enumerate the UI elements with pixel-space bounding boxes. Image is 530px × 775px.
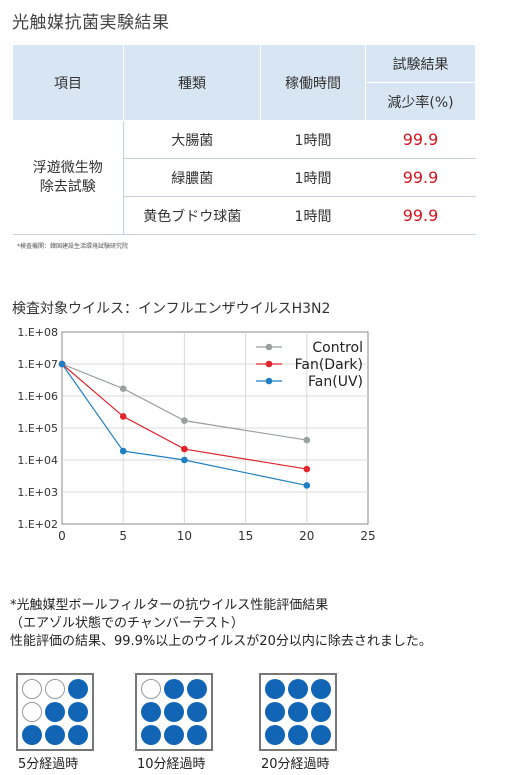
panel-label: 5分経過時 (18, 757, 79, 772)
empty-dot (141, 679, 161, 699)
dot-grid (259, 673, 337, 751)
panel-label: 10分経過時 (137, 757, 206, 772)
data-point (181, 445, 188, 453)
filled-dot (187, 702, 207, 722)
data-point (303, 482, 311, 489)
data-point (119, 385, 127, 392)
row-time: 1時間 (260, 120, 366, 159)
dot-grid (135, 673, 213, 751)
y-tick-label: 1.E+04 (17, 454, 58, 467)
filled-dot (288, 725, 308, 745)
legend-marker (265, 360, 273, 368)
filled-dot (141, 725, 161, 745)
x-tick-label: 10 (177, 529, 192, 543)
results-table: 項目 種類 稼働時間 試験結果 減少率(%) 浮遊微生物 除去試験 大腸菌 1時… (12, 44, 476, 235)
footer-line3: 性能評価の結果、99.9%以上のウイルスが20分以内に除去されました。 (10, 634, 432, 649)
row-label: 浮遊微生物 除去試験 (12, 120, 124, 235)
row-type: 大腸菌 (123, 120, 261, 159)
y-tick-label: 1.E+03 (17, 486, 58, 499)
y-tick-label: 1.E+02 (17, 518, 58, 531)
header-result: 試験結果 (365, 44, 476, 83)
page-heading: 光触媒抗菌実験結果 (12, 13, 170, 33)
filled-dot (45, 725, 65, 745)
series-line (61, 363, 307, 441)
data-point (181, 456, 188, 464)
x-tick-label: 15 (238, 529, 253, 543)
legend-label: Fan(UV) (308, 374, 363, 390)
filled-dot (68, 679, 88, 699)
x-tick-label: 0 (58, 529, 66, 543)
filled-dot (288, 702, 308, 722)
filled-dot (164, 702, 184, 722)
legend-marker (265, 377, 273, 385)
y-tick-label: 1.E+08 (17, 326, 58, 339)
footer-line2: （エアゾル状態でのチャンバーテスト） (10, 616, 244, 631)
row-value: 99.9 (365, 196, 476, 235)
row-type: 黄色ブドウ球菌 (123, 196, 261, 235)
filled-dot (68, 725, 88, 745)
y-tick-label: 1.E+07 (17, 358, 58, 371)
filled-dot (68, 702, 88, 722)
filled-dot (265, 679, 285, 699)
empty-dot (22, 679, 42, 699)
filled-dot (311, 725, 331, 745)
dot-grid (16, 673, 94, 751)
legend-marker (265, 343, 273, 351)
data-point (119, 447, 127, 455)
series-line (61, 363, 307, 487)
filled-dot (164, 725, 184, 745)
row-label-line2: 除去試験 (39, 178, 96, 195)
filled-dot (311, 679, 331, 699)
header-time: 稼働時間 (260, 44, 366, 121)
empty-dot (22, 702, 42, 722)
y-tick-label: 1.E+05 (17, 422, 58, 435)
data-point (181, 417, 188, 424)
footer-line1: *光触媒型ボールフィルターの抗ウイルス性能評価結果 (10, 598, 329, 613)
y-tick-label: 1.E+06 (17, 390, 58, 403)
filled-dot (22, 725, 42, 745)
filled-dot (187, 725, 207, 745)
data-point (58, 360, 66, 368)
legend-label: Fan(Dark) (295, 357, 363, 373)
x-tick-label: 20 (299, 529, 314, 543)
row-type: 緑膿菌 (123, 158, 261, 197)
x-tick-label: 25 (360, 529, 375, 543)
empty-dot (45, 679, 65, 699)
legend-label: Control (312, 340, 363, 356)
row-value: 99.9 (365, 120, 476, 159)
data-point (303, 465, 311, 473)
header-result-sub: 減少率(%) (365, 82, 476, 121)
test-institute-note: *検査機関：韓国建設生活環境試験研究院 (17, 243, 129, 250)
x-tick-label: 5 (119, 529, 127, 543)
virus-reduction-chart: 1.E+08 1.E+07 1.E+06 1.E+05 1.E+04 1.E+03 1.E+… (17, 326, 375, 543)
filled-dot (45, 702, 65, 722)
filled-dot (311, 702, 331, 722)
filled-dot (187, 679, 207, 699)
row-time: 1時間 (260, 158, 366, 197)
filled-dot (141, 702, 161, 722)
filled-dot (164, 679, 184, 699)
row-time: 1時間 (260, 196, 366, 235)
chart-title: 検査対象ウイルス：インフルエンザウイルスH3N2 (12, 301, 331, 317)
series-line (61, 363, 307, 470)
filled-dot (265, 702, 285, 722)
filled-dot (265, 725, 285, 745)
header-type: 種類 (123, 44, 261, 121)
filled-dot (288, 679, 308, 699)
data-point (303, 436, 311, 444)
data-point (119, 413, 127, 420)
panel-label: 20分経過時 (261, 757, 330, 772)
row-label-line1: 浮遊微生物 (32, 159, 103, 176)
row-value: 99.9 (365, 158, 476, 197)
header-item: 項目 (12, 44, 124, 121)
